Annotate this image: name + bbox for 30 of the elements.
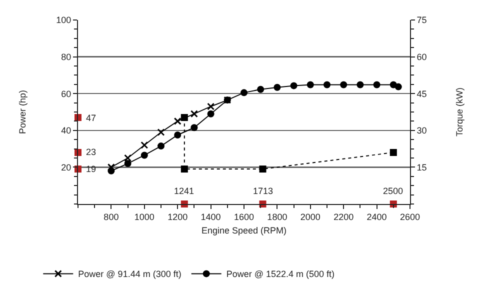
- annotation: 1241: [174, 186, 194, 196]
- y2-tick-label: 75: [416, 15, 427, 26]
- y2-tick-label: 30: [416, 126, 427, 136]
- y-axis-title: Power (hp): [18, 90, 28, 134]
- y-tick-label: 20: [61, 162, 72, 172]
- x-tick-label: 2000: [300, 212, 320, 222]
- x-axis-title: Engine Speed (RPM): [201, 226, 287, 236]
- x-tick-label: 1400: [200, 212, 221, 222]
- x-tick-label: 800: [104, 212, 119, 222]
- y2-tick-label: 45: [416, 88, 427, 99]
- y2-tick-label: 15: [416, 162, 427, 172]
- y2-axis-title: Torque (kW): [454, 87, 465, 137]
- x-tick-label: 1600: [234, 212, 254, 222]
- y-tick-label: 40: [61, 126, 72, 136]
- x-tick-label: 1800: [267, 212, 288, 222]
- y-tick-label: 60: [61, 88, 72, 99]
- legend-label: Power @ 1522.4 m (500 ft): [226, 269, 335, 280]
- x-tick-label: 2400: [366, 212, 387, 222]
- annotation: 2500: [383, 186, 404, 196]
- annotation: 23: [86, 147, 96, 157]
- x-tick-label: 1200: [168, 212, 188, 222]
- x-tick-label: 1000: [134, 212, 154, 222]
- y2-tick-label: 60: [416, 52, 427, 62]
- x-tick-label: 2600: [400, 212, 420, 222]
- x-tick-label: 2200: [334, 212, 354, 222]
- annotation: 47: [86, 113, 96, 123]
- annotation: 1713: [253, 186, 274, 196]
- legend-label: Power @ 91.44 m (300 ft): [78, 269, 182, 280]
- y-tick-label: 80: [61, 52, 72, 62]
- y-tick-label: 100: [56, 15, 72, 26]
